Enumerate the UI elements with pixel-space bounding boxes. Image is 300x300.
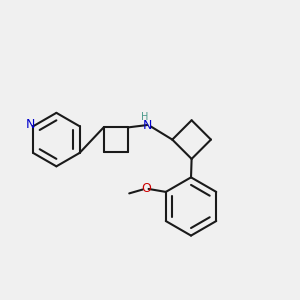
Text: H: H — [141, 112, 148, 122]
Text: N: N — [142, 118, 152, 131]
Text: O: O — [141, 182, 151, 195]
Text: N: N — [26, 118, 35, 131]
